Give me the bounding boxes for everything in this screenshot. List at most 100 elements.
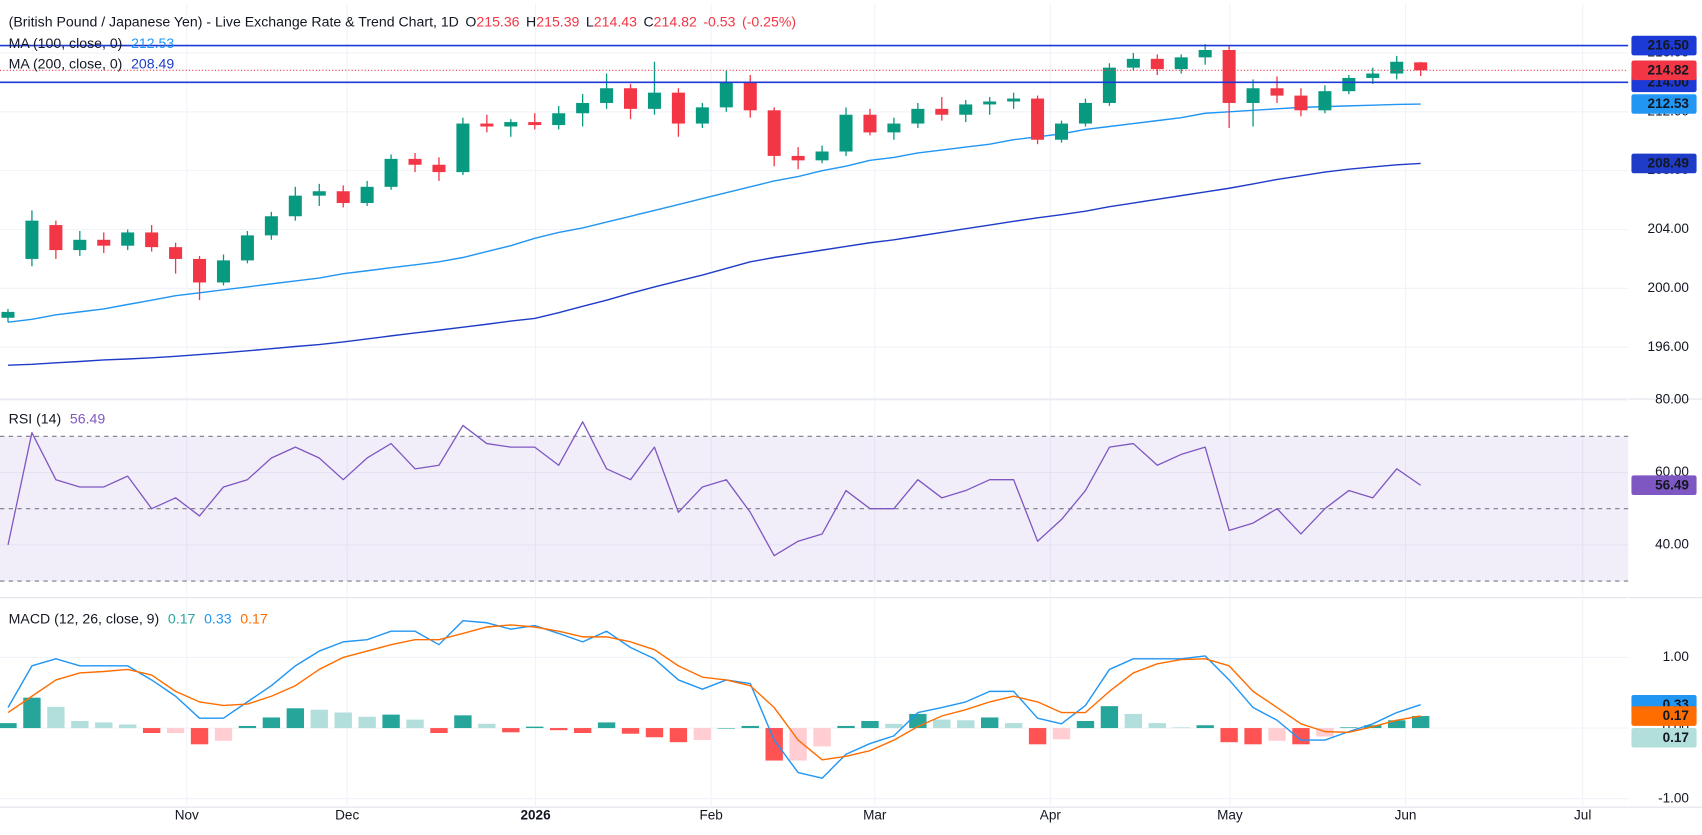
candle-body [193, 258, 207, 283]
price-badge-label: 0.17 [1663, 730, 1689, 745]
legend-item: 214.82 [654, 13, 697, 29]
histogram-bar [119, 724, 137, 729]
candle-body [576, 102, 590, 114]
candle-body [983, 101, 997, 105]
y-tick-label: 40.00 [1655, 536, 1689, 551]
histogram-bar [1388, 720, 1406, 729]
candle-body [1102, 67, 1116, 103]
x-tick-label: Mar [863, 807, 887, 822]
candle-body [1, 311, 15, 318]
candle-body [216, 260, 230, 283]
macd-line [7, 624, 1421, 761]
legend-item: -0.53 [703, 13, 735, 29]
candle-body [671, 92, 685, 124]
candle-body [1366, 73, 1380, 78]
candle-body [1198, 49, 1212, 58]
candle-body [336, 191, 350, 204]
histogram-bar [430, 728, 448, 734]
candle-body [624, 88, 638, 109]
legend-item: RSI (14) [9, 410, 62, 426]
candle-body [384, 158, 398, 187]
legend-item: (British Pound / Japanese Yen) - Live Ex… [9, 13, 459, 29]
legend: (British Pound / Japanese Yen) - Live Ex… [9, 13, 796, 29]
candle-body [288, 195, 302, 217]
histogram-bar [645, 728, 664, 738]
candle-body [1055, 123, 1069, 140]
histogram-bar [71, 720, 89, 729]
candle-body [791, 155, 805, 161]
legend-item: 208.49 [131, 55, 174, 71]
y-tick-label: 1.00 [1663, 649, 1689, 664]
candle-body [935, 108, 949, 115]
histogram-bar [95, 722, 113, 729]
x-tick-label: May [1217, 807, 1243, 822]
candle-body [1174, 57, 1188, 70]
candle-body [839, 114, 853, 152]
candle-body [1246, 88, 1260, 103]
histogram-bar [669, 728, 688, 743]
price-badge [1631, 35, 1697, 56]
legend-item: 0.17 [240, 610, 268, 626]
candle-body [959, 104, 973, 115]
histogram-bar [741, 725, 759, 729]
histogram-bar [597, 722, 616, 729]
candle-body [145, 232, 159, 248]
candle-body [815, 151, 829, 161]
histogram-bar [1172, 727, 1190, 729]
candle-body [1126, 58, 1140, 68]
legend-item: 0.17 [168, 610, 196, 626]
y-tick-label: 204.00 [1648, 221, 1689, 236]
histogram-bar [550, 728, 568, 731]
candle-body [767, 110, 781, 156]
x-tick-label: Apr [1040, 807, 1062, 822]
legend-item: 212.53 [131, 35, 174, 51]
candle-body [1390, 61, 1404, 74]
histogram-bar [885, 723, 903, 729]
candle-body [647, 92, 661, 109]
histogram-bar [478, 723, 496, 729]
candle-body [73, 239, 87, 251]
candle-body [25, 220, 39, 259]
x-tick-label: Jun [1395, 807, 1417, 822]
moving-average-line [7, 103, 1421, 323]
candle-body [719, 82, 733, 108]
price-badge-label: 212.53 [1648, 96, 1690, 111]
price-badge [1631, 706, 1697, 726]
histogram-bar [502, 728, 520, 733]
x-tick-label: Nov [175, 807, 199, 822]
histogram-bar [957, 720, 975, 729]
histogram-bar [262, 717, 281, 729]
histogram-bar [1100, 706, 1119, 729]
histogram-bar [980, 717, 999, 729]
histogram-bar [1124, 713, 1143, 729]
legend-item: MA (100, close, 0) [9, 35, 123, 51]
price-badge-label: 56.49 [1655, 477, 1689, 492]
candle-body [504, 122, 518, 127]
candle-body [49, 225, 63, 251]
histogram-bar [214, 728, 233, 741]
candle-body [1318, 91, 1332, 111]
histogram-bar [382, 714, 400, 729]
candle-body [432, 164, 446, 173]
histogram-bar [1028, 728, 1047, 745]
candle-body [1150, 58, 1164, 70]
y-tick-label: 196.00 [1648, 339, 1689, 354]
histogram-bar [1411, 716, 1430, 729]
legend-item: 56.49 [70, 410, 105, 426]
x-tick-label: Jul [1574, 807, 1591, 822]
histogram-bar [334, 712, 352, 729]
histogram-bar [286, 708, 304, 729]
histogram-bar [693, 728, 712, 741]
moving-average-line [8, 162, 1421, 366]
histogram-bar [1292, 728, 1310, 745]
candle-body [911, 108, 925, 124]
candle-body [743, 82, 757, 111]
histogram-bar [1148, 723, 1166, 729]
histogram-bar [621, 728, 640, 734]
candle-body [312, 191, 326, 196]
y-tick-label: 80.00 [1655, 392, 1689, 407]
candle-body [1078, 102, 1092, 124]
histogram-bar [765, 728, 783, 761]
